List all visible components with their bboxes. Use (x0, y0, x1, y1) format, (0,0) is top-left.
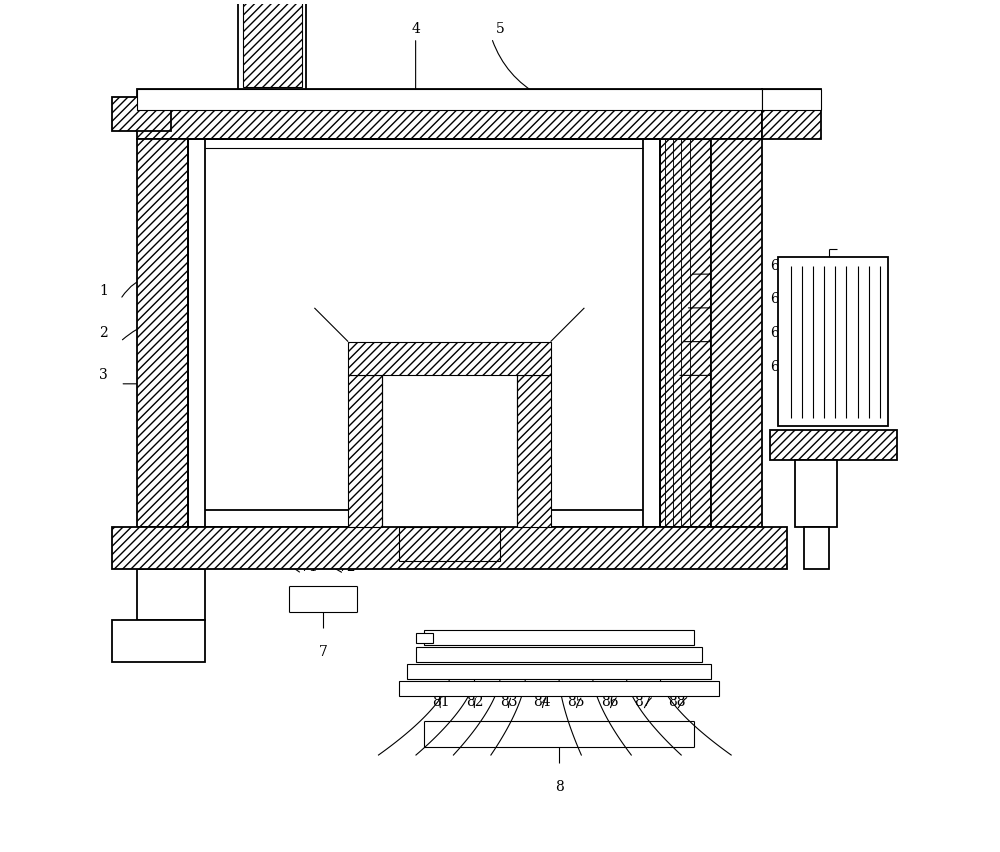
Bar (778, 257, 888, 426)
Text: 3: 3 (99, 368, 108, 383)
Bar (762, 89, 821, 110)
Text: 85: 85 (567, 694, 585, 709)
Bar (137, 89, 762, 139)
Bar (416, 633, 433, 642)
Bar (795, 460, 837, 527)
Bar (112, 527, 787, 569)
Text: 86: 86 (601, 694, 618, 709)
Text: 8: 8 (555, 780, 563, 794)
Bar (804, 527, 829, 569)
Bar (399, 527, 500, 561)
Text: 64: 64 (770, 360, 788, 374)
Text: 81: 81 (432, 694, 450, 709)
Bar (424, 630, 694, 645)
Bar (382, 342, 517, 527)
Bar (243, 0, 302, 87)
Text: 72: 72 (339, 560, 357, 573)
Bar (238, 0, 306, 89)
Text: 71: 71 (301, 560, 319, 573)
Bar (416, 647, 702, 662)
Text: 4: 4 (411, 22, 420, 37)
Bar (188, 139, 660, 527)
Text: 5: 5 (496, 22, 504, 37)
Bar (137, 89, 762, 110)
Bar (660, 139, 711, 527)
Bar (762, 89, 821, 139)
Text: 62: 62 (770, 292, 787, 307)
Text: 61: 61 (770, 259, 788, 273)
Text: 83: 83 (500, 694, 517, 709)
Text: 84: 84 (533, 694, 551, 709)
Bar (348, 376, 382, 527)
Text: 2: 2 (99, 326, 108, 340)
Text: 1: 1 (99, 284, 108, 298)
Bar (137, 139, 188, 527)
Text: 82: 82 (466, 694, 483, 709)
Bar (112, 620, 205, 662)
Bar (770, 430, 897, 460)
Text: 88: 88 (668, 694, 686, 709)
Text: 7: 7 (318, 645, 327, 659)
Bar (137, 569, 205, 620)
Text: 63: 63 (770, 326, 787, 340)
Text: 6: 6 (846, 309, 855, 323)
Bar (399, 681, 719, 696)
Bar (348, 342, 551, 376)
Bar (112, 97, 171, 130)
Bar (407, 664, 711, 679)
Bar (517, 376, 551, 527)
Bar (711, 139, 762, 527)
Text: 87: 87 (635, 694, 652, 709)
